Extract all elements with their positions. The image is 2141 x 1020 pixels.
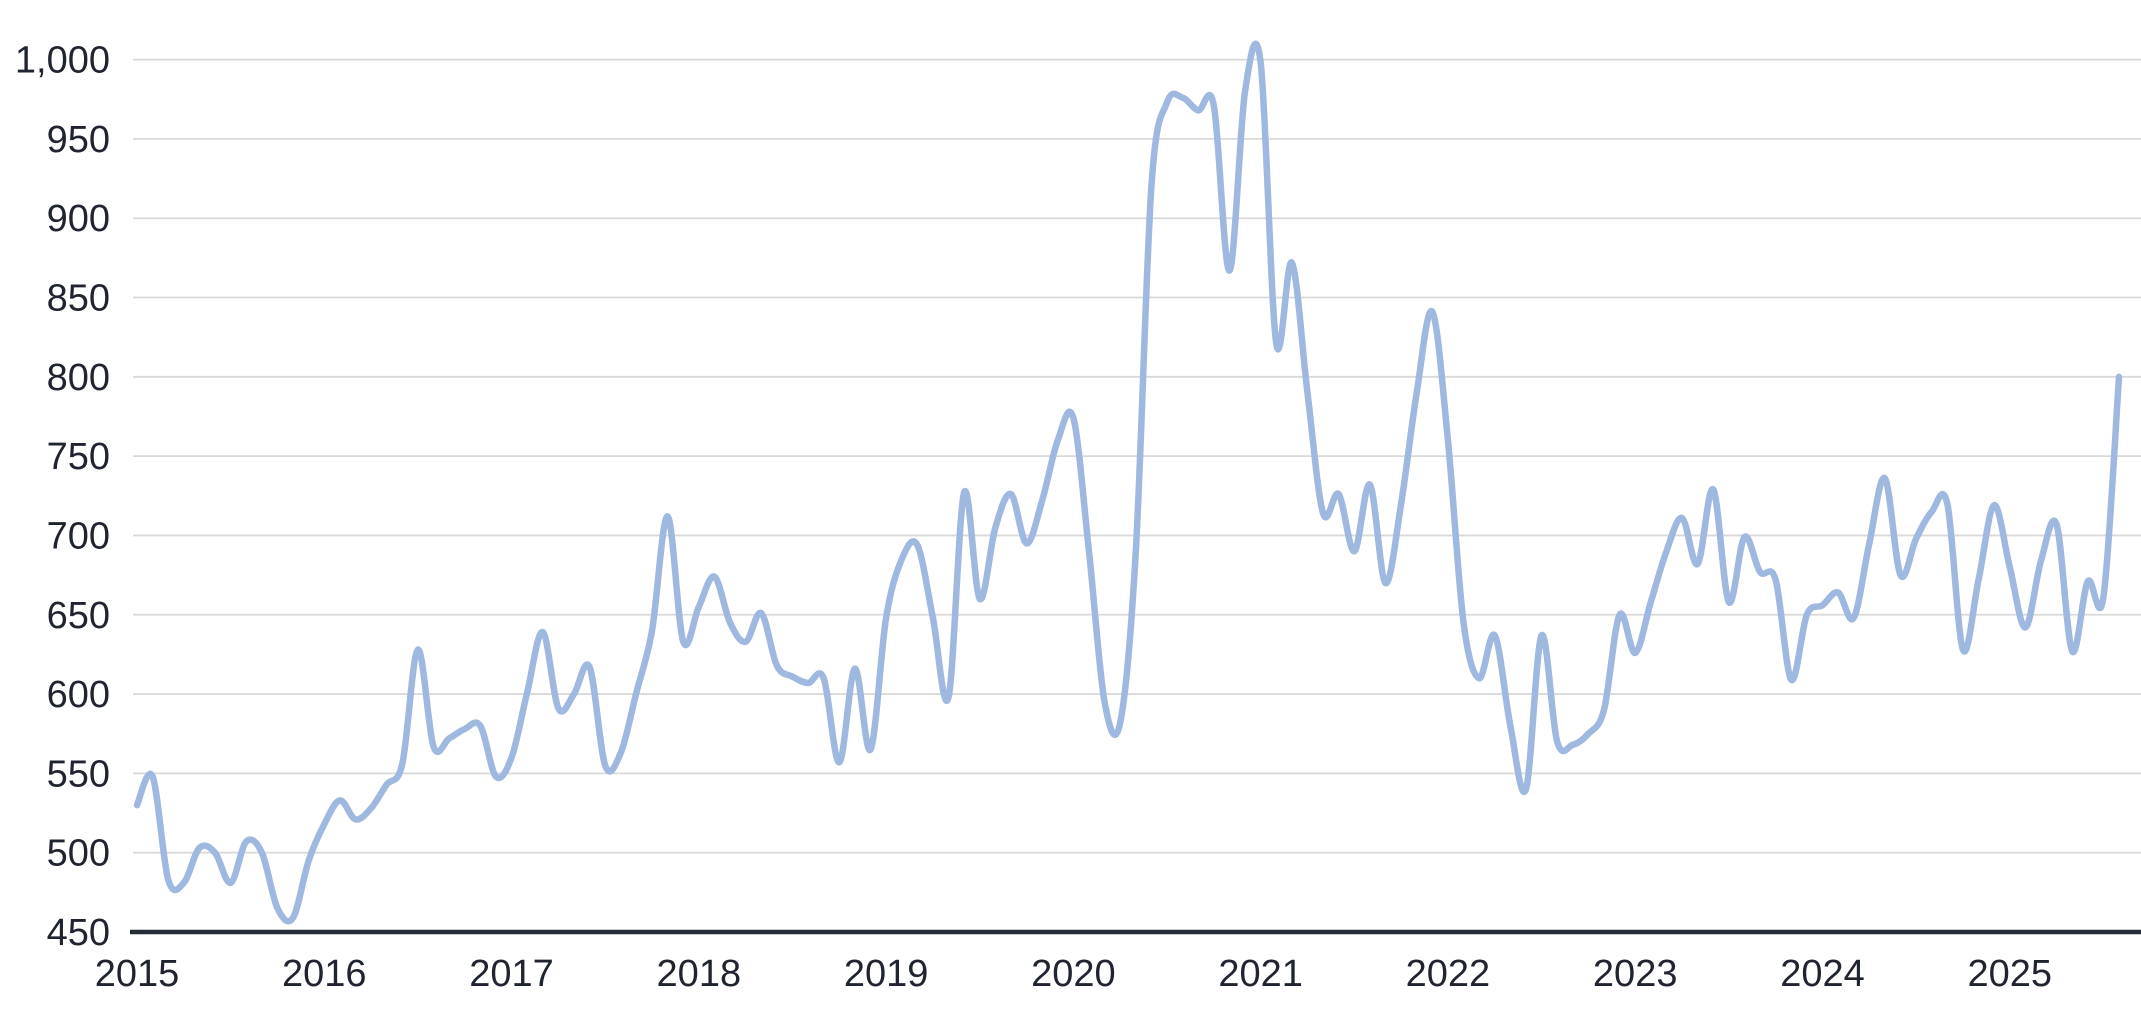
y-tick-label: 1,000: [15, 40, 110, 82]
x-tick-label: 2019: [844, 953, 929, 995]
x-tick-label: 2023: [1593, 953, 1678, 995]
y-tick-label: 900: [47, 198, 110, 240]
x-tick-label: 2021: [1218, 953, 1303, 995]
y-tick-label: 650: [47, 595, 110, 637]
x-tick-label: 2015: [95, 953, 180, 995]
y-tick-label: 600: [47, 674, 110, 716]
y-tick-label: 450: [47, 912, 110, 954]
x-tick-label: 2017: [469, 953, 554, 995]
y-tick-label: 950: [47, 119, 110, 161]
y-tick-label: 500: [47, 833, 110, 875]
x-tick-label: 2020: [1031, 953, 1116, 995]
x-tick-label: 2025: [1967, 953, 2052, 995]
x-tick-label: 2016: [282, 953, 367, 995]
x-tick-label: 2022: [1406, 953, 1491, 995]
y-tick-label: 800: [47, 357, 110, 399]
y-tick-label: 550: [47, 753, 110, 795]
x-tick-label: 2018: [657, 953, 742, 995]
data-series: [133, 40, 2123, 925]
series-line: [133, 40, 2123, 925]
x-axis-tick-labels: 2015 2016 2017 2018 2019 2020 2021 2022 2023 2024…: [95, 953, 2052, 995]
y-tick-label: 700: [47, 515, 110, 557]
y-tick-label: 850: [47, 278, 110, 320]
y-axis-tick-labels: 450 500 550 600 650 700 750 800 850 900 950 1,000: [15, 40, 110, 954]
y-tick-label: 750: [47, 436, 110, 478]
x-tick-label: 2024: [1780, 953, 1865, 995]
